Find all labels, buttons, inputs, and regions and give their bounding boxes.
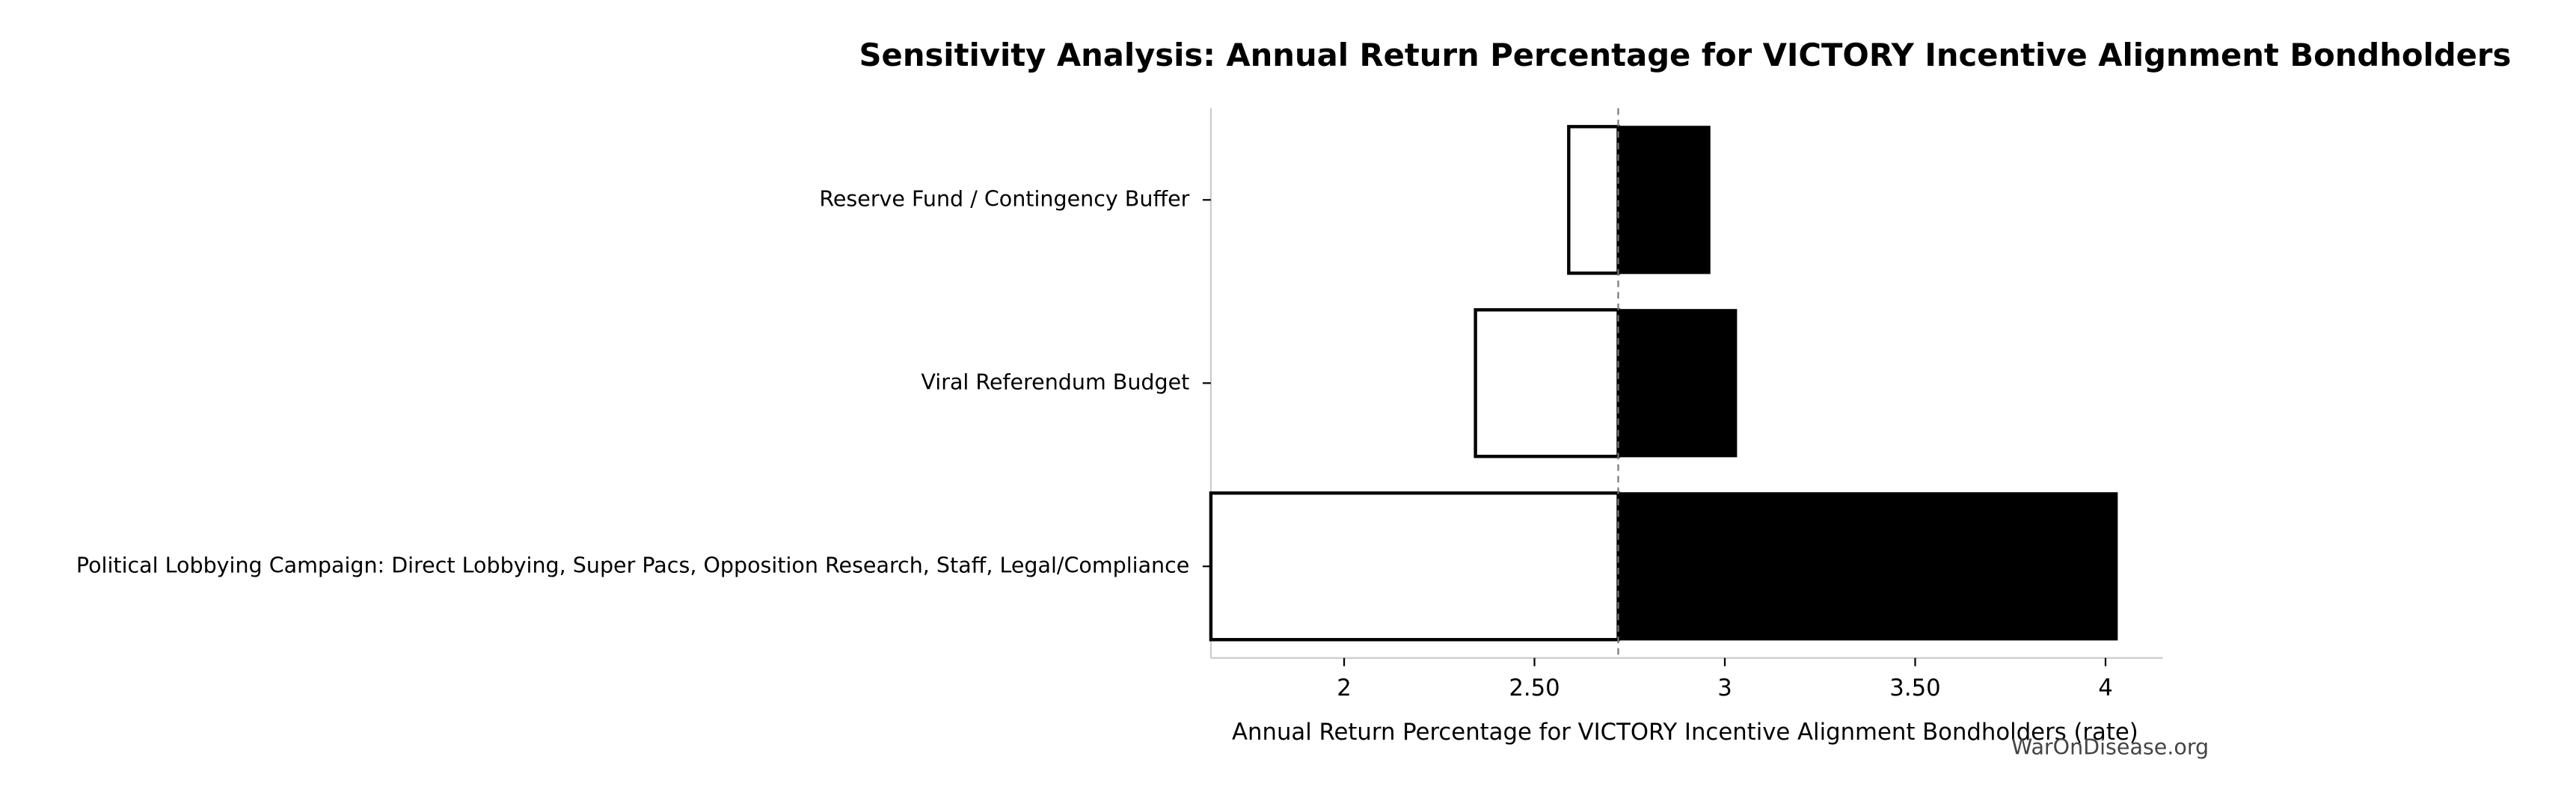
high-bar bbox=[1617, 309, 1738, 458]
x-tick-label: 4 bbox=[2098, 675, 2113, 702]
x-tick-label: 3.50 bbox=[1889, 675, 1940, 702]
x-tick-label: 3 bbox=[1717, 675, 1732, 702]
watermark: WarOnDisease.org bbox=[2011, 734, 2209, 759]
high-bar bbox=[1617, 126, 1711, 274]
x-tick-label: 2 bbox=[1337, 675, 1352, 702]
y-tick-label: Political Lobbying Campaign: Direct Lobb… bbox=[76, 553, 1189, 577]
low-bar bbox=[1567, 125, 1620, 275]
chart-title: Sensitivity Analysis: Annual Return Perc… bbox=[859, 37, 2512, 73]
x-tick-label: 2.50 bbox=[1509, 675, 1560, 702]
low-bar bbox=[1209, 491, 1620, 642]
y-tick-label: Reserve Fund / Contingency Buffer bbox=[819, 186, 1189, 211]
high-bar bbox=[1617, 492, 2118, 641]
low-bar bbox=[1473, 308, 1620, 458]
y-tick-label: Viral Referendum Budget bbox=[921, 369, 1189, 394]
x-axis-label: Annual Return Percentage for VICTORY Inc… bbox=[1232, 719, 2138, 746]
